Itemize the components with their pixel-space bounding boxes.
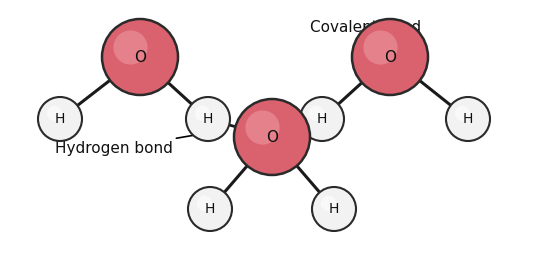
Ellipse shape [363,30,398,65]
Ellipse shape [309,106,324,121]
Text: H: H [205,202,215,216]
Text: H: H [55,112,65,126]
Ellipse shape [38,97,82,141]
Ellipse shape [188,187,232,231]
Text: H: H [329,202,339,216]
Ellipse shape [234,99,310,175]
Ellipse shape [197,196,212,211]
Text: O: O [384,49,396,65]
Ellipse shape [245,110,280,145]
Text: H: H [463,112,473,126]
Text: O: O [266,129,278,144]
Text: H: H [317,112,327,126]
Ellipse shape [446,97,490,141]
Ellipse shape [113,30,147,65]
Ellipse shape [352,19,428,95]
Ellipse shape [186,97,230,141]
Ellipse shape [321,196,336,211]
Ellipse shape [195,106,210,121]
Ellipse shape [47,106,62,121]
Ellipse shape [300,97,344,141]
Ellipse shape [312,187,356,231]
Text: Hydrogen bond: Hydrogen bond [55,128,225,156]
Ellipse shape [455,106,470,121]
Text: Covalent bond: Covalent bond [310,19,421,74]
Text: H: H [203,112,213,126]
Ellipse shape [102,19,178,95]
Text: O: O [134,49,146,65]
